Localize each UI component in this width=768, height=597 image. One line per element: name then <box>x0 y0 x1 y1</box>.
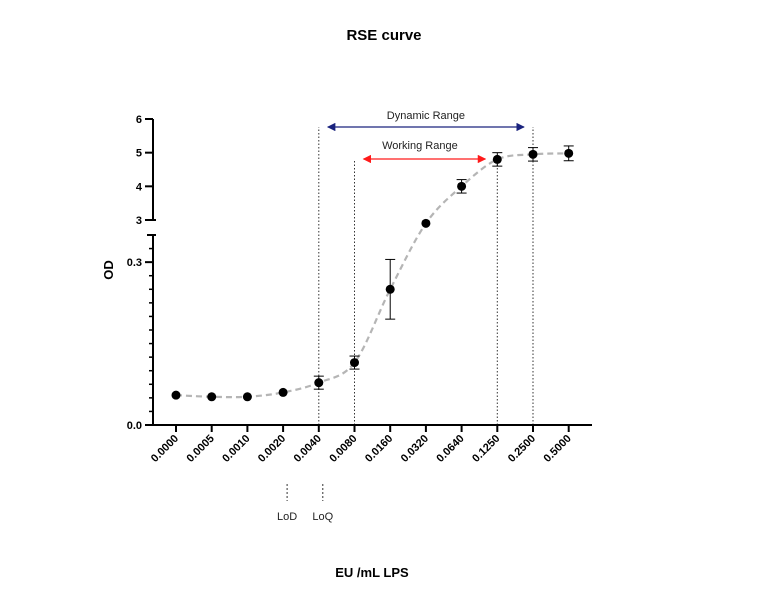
dynamic-range-label: Dynamic Range <box>387 110 465 122</box>
y-tick-label: 0.3 <box>127 257 142 269</box>
data-point <box>385 284 395 294</box>
working-range-label: Working Range <box>382 140 458 152</box>
y-tick-label: 4 <box>136 181 143 193</box>
reference-lines <box>318 127 534 425</box>
fit-curve-path <box>175 152 569 399</box>
chart-title: RSE curve <box>346 27 421 44</box>
x-tick-label: 0.0020 <box>256 433 288 465</box>
x-axis-title: EU /mL LPS <box>335 565 409 580</box>
data-point <box>492 154 502 164</box>
x-tick-label: 0.5000 <box>542 433 574 465</box>
x-tick-label: 0.0320 <box>399 433 431 465</box>
x-tick-label: 0.0160 <box>363 433 395 465</box>
x-tick-label: 0.0005 <box>185 433 217 465</box>
lod-label: LoD <box>277 511 297 523</box>
data-point <box>421 218 431 228</box>
x-tick-label: 0.2500 <box>506 433 538 465</box>
data-point <box>242 392 252 402</box>
data-point <box>207 392 217 402</box>
x-tick-label: 0.1250 <box>470 433 502 465</box>
y-tick-label: 0.0 <box>127 420 142 432</box>
y-tick-label: 5 <box>136 148 142 160</box>
x-tick-label: 0.0080 <box>327 433 359 465</box>
error-bars <box>313 145 574 390</box>
data-point <box>350 358 359 368</box>
y-tick-label: 6 <box>136 114 142 126</box>
x-tick-label: 0.0640 <box>434 433 466 465</box>
data-point <box>457 181 467 191</box>
data-point <box>314 378 324 388</box>
fit-curve <box>175 152 569 399</box>
x-tick-label: 0.0000 <box>149 433 181 465</box>
data-point <box>528 149 538 159</box>
range-annotations: Dynamic Range Working Range LoD LoQ <box>277 110 525 523</box>
data-points <box>171 148 574 402</box>
y-tick-label: 3 <box>136 215 142 227</box>
y-axis-title: OD <box>101 260 116 280</box>
axes: 0.0 0.3 3 4 5 6 0.0000 0.0005 0.0010 0.0020 0.0040… <box>127 114 592 465</box>
data-point <box>171 390 181 400</box>
data-point <box>278 387 288 397</box>
data-point <box>564 148 574 158</box>
x-tick-label: 0.0010 <box>220 433 252 465</box>
loq-label: LoQ <box>312 511 333 523</box>
x-tick-label: 0.0040 <box>292 433 324 465</box>
